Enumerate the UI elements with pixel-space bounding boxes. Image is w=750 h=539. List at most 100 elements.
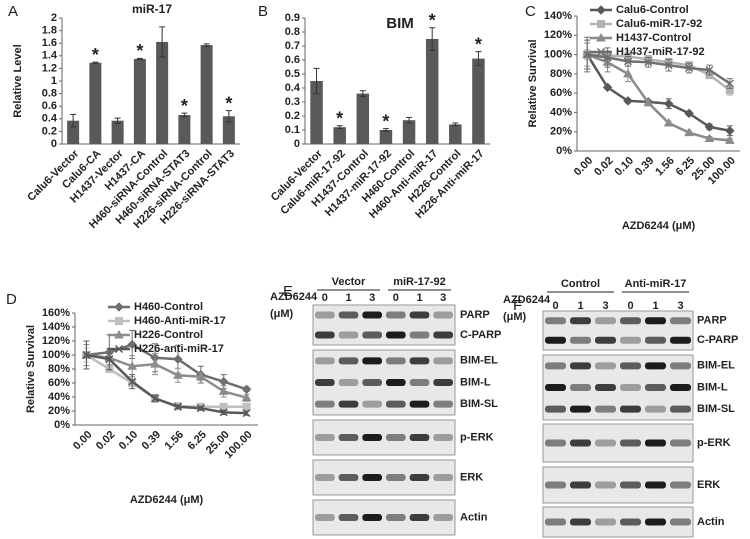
- band-label: ERK: [460, 471, 483, 483]
- error-bar: [159, 26, 166, 58]
- error-bar: [203, 43, 210, 47]
- band-label: BIM-SL: [697, 403, 735, 415]
- band: [570, 405, 591, 413]
- band: [386, 514, 406, 521]
- panel-letter: A: [8, 3, 18, 20]
- y-tick-label: 1.4: [42, 50, 58, 62]
- lane-label: 1: [652, 300, 658, 312]
- band: [433, 514, 453, 521]
- band: [670, 384, 691, 391]
- band: [595, 439, 616, 447]
- marker: [725, 79, 734, 88]
- x-tick-label: 0.10: [612, 155, 636, 179]
- marker: [196, 404, 205, 413]
- band: [386, 311, 406, 319]
- band: [670, 405, 691, 413]
- blot-strip: [542, 310, 694, 351]
- y-tick-label: 0.1: [285, 124, 300, 136]
- bar: [356, 93, 370, 144]
- blot-strip: [542, 423, 694, 463]
- band: [315, 474, 335, 481]
- marker: [705, 65, 714, 75]
- y-tick-label: 0.3: [285, 96, 300, 108]
- lane-label: 0: [393, 292, 399, 304]
- band: [338, 331, 359, 339]
- blot-header: AZD6244: [270, 291, 318, 303]
- y-tick-label: 0.8: [285, 26, 300, 38]
- blot-strip: [312, 304, 456, 346]
- band: [386, 331, 406, 339]
- band: [338, 311, 359, 319]
- group-label: Anti-miR-17: [625, 278, 687, 290]
- series-line: [586, 53, 731, 132]
- band: [545, 336, 566, 344]
- band: [620, 439, 641, 447]
- legend-label: H460-Control: [134, 301, 203, 313]
- y-tick-label: 0.8: [42, 88, 57, 100]
- y-tick-label: 2: [51, 12, 57, 24]
- bar: [67, 120, 80, 144]
- lane-label: 3: [677, 300, 683, 312]
- legend-label: H460-Anti-miR-17: [134, 315, 226, 327]
- band: [645, 439, 666, 447]
- lane-label: 3: [440, 292, 446, 304]
- error-bar: [70, 113, 77, 128]
- significance: *: [181, 96, 188, 116]
- band-label: BIM-SL: [460, 398, 498, 410]
- significance: *: [136, 41, 143, 61]
- band: [670, 362, 691, 370]
- band: [338, 379, 359, 386]
- marker: [623, 96, 633, 106]
- lane-label: 0: [552, 300, 558, 312]
- band-label: BIM-EL: [460, 355, 498, 367]
- legend-marker: [596, 32, 606, 42]
- band: [670, 481, 691, 489]
- band: [433, 311, 453, 319]
- panel-letter: B: [258, 3, 268, 20]
- bar: [449, 124, 462, 144]
- y-tick-label: 0.9: [285, 12, 300, 24]
- band: [338, 434, 359, 441]
- lane-label: 0: [627, 300, 633, 312]
- error-bar: [313, 67, 320, 95]
- legend-label: H1437-Control: [616, 32, 691, 44]
- marker: [105, 355, 114, 364]
- band: [386, 474, 406, 481]
- y-tick-label: 1.6: [42, 37, 57, 49]
- marker: [725, 126, 735, 136]
- band: [545, 384, 566, 391]
- legend-marker: [115, 317, 123, 325]
- error-bar: [359, 90, 366, 97]
- marker: [664, 61, 673, 70]
- bar: [379, 130, 393, 144]
- bar: [222, 116, 235, 144]
- x-tick-label: 1.56: [162, 429, 186, 453]
- band: [545, 481, 566, 489]
- band: [315, 400, 335, 408]
- band: [362, 434, 382, 441]
- band: [338, 357, 359, 365]
- band: [338, 400, 359, 408]
- band: [645, 317, 666, 325]
- y-tick-label: 100%: [42, 349, 70, 361]
- band: [362, 357, 382, 365]
- band: [386, 379, 406, 386]
- y-tick-label: 80%: [550, 68, 572, 80]
- series-line: [86, 353, 247, 399]
- legend-marker: [596, 47, 606, 57]
- x-axis-label: AZD6244 (μM): [622, 220, 696, 232]
- band: [386, 357, 406, 365]
- marker: [242, 409, 251, 418]
- band: [362, 331, 382, 339]
- chart-title: miR-17: [132, 2, 172, 16]
- band-label: ERK: [697, 479, 720, 491]
- band: [362, 514, 382, 521]
- y-tick-label: 1.8: [42, 25, 57, 37]
- marker: [241, 392, 252, 402]
- legend-label: H1437-miR-17-92: [616, 46, 705, 58]
- bar: [472, 58, 485, 144]
- group-label: miR-17-92: [393, 276, 446, 288]
- series-line: [86, 343, 247, 391]
- y-tick-label: 0.2: [285, 110, 300, 122]
- error-bar: [452, 122, 459, 127]
